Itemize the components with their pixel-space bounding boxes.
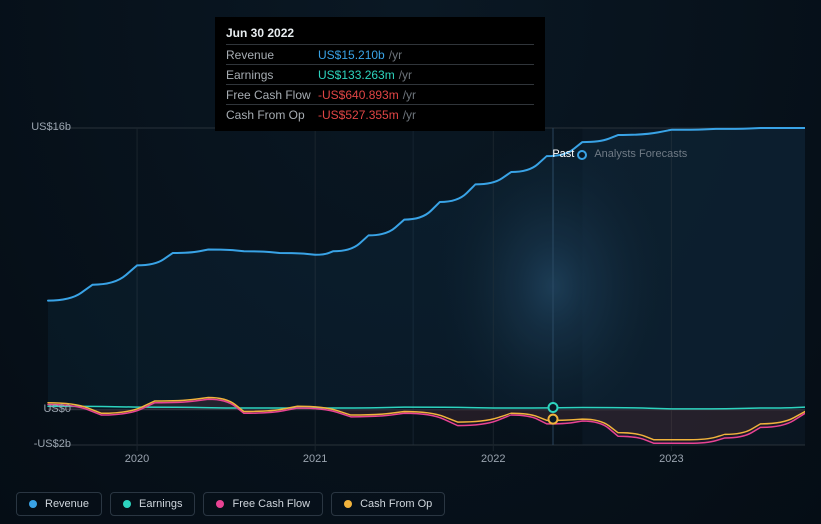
x-axis-tick-label: 2021 <box>303 453 327 465</box>
tooltip-row: RevenueUS$15.210b/yr <box>226 44 534 64</box>
legend: Revenue Earnings Free Cash Flow Cash From O… <box>16 492 445 516</box>
legend-item-earnings[interactable]: Earnings <box>110 492 195 516</box>
legend-dot-icon <box>123 500 131 508</box>
tooltip-row-label: Revenue <box>226 48 318 62</box>
tooltip-row: Free Cash Flow-US$640.893m/yr <box>226 84 534 104</box>
legend-item-label: Revenue <box>45 498 89 510</box>
y-axis-tick-label: US$0 <box>21 403 71 415</box>
tooltip-row-unit: /yr <box>399 68 412 82</box>
chart-tooltip: Jun 30 2022 RevenueUS$15.210b/yrEarnings… <box>215 17 545 131</box>
legend-item-cfo[interactable]: Cash From Op <box>331 492 445 516</box>
tooltip-date: Jun 30 2022 <box>226 26 534 44</box>
tooltip-row-value: US$15.210b <box>318 48 385 62</box>
legend-item-label: Earnings <box>139 498 182 510</box>
tooltip-row-label: Earnings <box>226 68 318 82</box>
x-axis-tick-label: 2023 <box>659 453 683 465</box>
tooltip-row-value: -US$640.893m <box>318 88 399 102</box>
tooltip-row-value: -US$527.355m <box>318 108 399 122</box>
tooltip-row: EarningsUS$133.263m/yr <box>226 64 534 84</box>
tooltip-row-label: Free Cash Flow <box>226 88 318 102</box>
tooltip-row-unit: /yr <box>403 108 416 122</box>
tooltip-row-unit: /yr <box>389 48 402 62</box>
x-axis-tick-label: 2020 <box>125 453 149 465</box>
legend-dot-icon <box>344 500 352 508</box>
tooltip-row-unit: /yr <box>403 88 416 102</box>
tooltip-row-value: US$133.263m <box>318 68 395 82</box>
legend-dot-icon <box>216 500 224 508</box>
legend-item-fcf[interactable]: Free Cash Flow <box>203 492 323 516</box>
y-axis-tick-label: US$16b <box>21 121 71 133</box>
legend-item-label: Free Cash Flow <box>232 498 310 510</box>
legend-item-revenue[interactable]: Revenue <box>16 492 102 516</box>
tooltip-row: Cash From Op-US$527.355m/yr <box>226 104 534 124</box>
legend-item-label: Cash From Op <box>360 498 432 510</box>
tooltip-row-label: Cash From Op <box>226 108 318 122</box>
y-axis-tick-label: -US$2b <box>21 438 71 450</box>
forecast-label: Analysts Forecasts <box>594 148 687 160</box>
past-label: Past <box>552 148 574 160</box>
legend-dot-icon <box>29 500 37 508</box>
x-axis-tick-label: 2022 <box>481 453 505 465</box>
